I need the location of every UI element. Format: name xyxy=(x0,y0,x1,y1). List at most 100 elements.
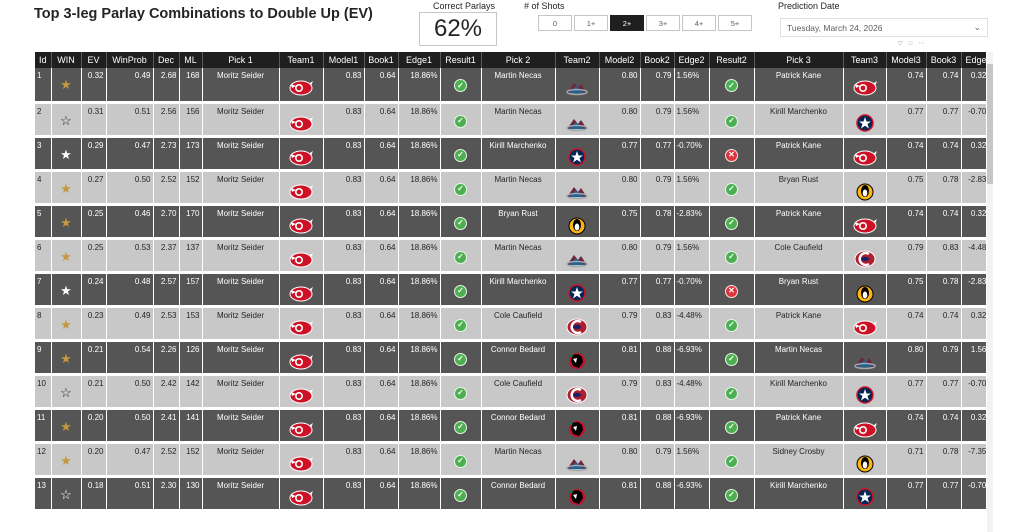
white-star-icon: ★ xyxy=(60,282,72,298)
column-header[interactable]: Edge1 xyxy=(398,52,441,68)
column-header[interactable]: Pick 1 xyxy=(202,52,280,68)
check-circle-icon: ✓ xyxy=(454,216,467,230)
ev-value: 0.31 xyxy=(81,102,107,138)
table-row[interactable]: 13 ☆ 0.18 0.51 2.30 130 Moritz Seider 0.83 0.64 1… xyxy=(35,476,986,512)
shots-option-button[interactable]: 2+ xyxy=(610,15,644,31)
ml-value: 156 xyxy=(179,102,203,138)
book3-value: 0.78 xyxy=(926,442,962,478)
team-logo-cell xyxy=(555,68,600,104)
win-cell: ☆ xyxy=(51,374,82,410)
shots-option-button[interactable]: 0 xyxy=(538,15,572,31)
check-circle-icon: ✓ xyxy=(725,352,738,366)
model3-value: 0.80 xyxy=(886,340,927,376)
column-header[interactable]: Book1 xyxy=(364,52,399,68)
red-wings-logo-icon xyxy=(282,453,321,473)
pick3-name: Patrick Kane xyxy=(754,408,844,444)
result-cell: ✓ xyxy=(440,476,482,512)
column-header[interactable]: Id xyxy=(35,52,52,68)
filter-icon[interactable]: ▽ xyxy=(898,41,909,47)
table-row[interactable]: 2 ☆ 0.31 0.51 2.56 156 Moritz Seider 0.83 0.64 18… xyxy=(35,102,986,138)
table-row[interactable]: 9 ★ 0.21 0.54 2.26 126 Moritz Seider 0.83 0.64 18… xyxy=(35,340,986,376)
team-logo-cell xyxy=(279,374,324,410)
ev-value: 0.24 xyxy=(81,272,107,308)
red-wings-logo-icon xyxy=(282,351,321,371)
column-header[interactable]: WinProb xyxy=(106,52,154,68)
model3-value: 0.77 xyxy=(886,102,927,138)
column-header[interactable]: Book3 xyxy=(926,52,962,68)
column-header[interactable]: Model1 xyxy=(323,52,365,68)
column-header[interactable]: Team1 xyxy=(279,52,324,68)
row-id: 9 xyxy=(35,340,52,376)
column-header[interactable]: Edge2 xyxy=(674,52,710,68)
column-header[interactable]: Team2 xyxy=(555,52,600,68)
edge2-value: 1.56% xyxy=(674,170,710,206)
column-header[interactable]: Model2 xyxy=(599,52,641,68)
column-header[interactable]: Edge3 xyxy=(961,52,986,68)
shots-option-button[interactable]: 1+ xyxy=(574,15,608,31)
winprob-value: 0.50 xyxy=(106,170,154,206)
outline-star-icon: ☆ xyxy=(60,486,72,502)
dec-value: 2.41 xyxy=(153,408,180,444)
blackhawks-logo-icon xyxy=(558,419,597,439)
blackhawks-logo-icon xyxy=(558,487,597,507)
shots-option-button[interactable]: 4+ xyxy=(682,15,716,31)
date-dropdown[interactable]: Tuesday, March 24, 2026 ⌄ xyxy=(780,18,988,37)
column-header[interactable]: EV xyxy=(81,52,107,68)
row-id: 10 xyxy=(35,374,52,410)
column-header[interactable]: WIN xyxy=(51,52,82,68)
pick1-name: Moritz Seider xyxy=(202,170,280,206)
table-row[interactable]: 5 ★ 0.25 0.46 2.70 170 Moritz Seider 0.83 0.64 18… xyxy=(35,204,986,240)
column-header[interactable]: Result2 xyxy=(709,52,755,68)
book2-value: 0.79 xyxy=(640,68,675,104)
scroll-thumb[interactable] xyxy=(987,64,993,184)
shots-option-button[interactable]: 5+ xyxy=(718,15,752,31)
ml-value: 152 xyxy=(179,170,203,206)
gold-star-icon: ★ xyxy=(60,350,72,366)
column-header[interactable]: ML xyxy=(179,52,203,68)
column-header[interactable]: Pick 3 xyxy=(754,52,844,68)
table-row[interactable]: 1 ★ 0.32 0.49 2.68 168 Moritz Seider 0.83 0.64 18… xyxy=(35,68,986,104)
column-header[interactable]: Model3 xyxy=(886,52,927,68)
model1-value: 0.83 xyxy=(323,476,365,512)
check-circle-icon: ✓ xyxy=(725,114,738,128)
table-row[interactable]: 7 ★ 0.24 0.48 2.57 157 Moritz Seider 0.83 0.64 18… xyxy=(35,272,986,308)
book3-value: 0.74 xyxy=(926,136,962,172)
book2-value: 0.77 xyxy=(640,136,675,172)
book1-value: 0.64 xyxy=(364,340,399,376)
table-row[interactable]: 4 ★ 0.27 0.50 2.52 152 Moritz Seider 0.83 0.64 18… xyxy=(35,170,986,206)
shots-option-button[interactable]: 3+ xyxy=(646,15,680,31)
model2-value: 0.80 xyxy=(599,102,641,138)
table-scrollbar[interactable] xyxy=(987,52,993,532)
edge2-value: 1.56% xyxy=(674,442,710,478)
winprob-value: 0.51 xyxy=(106,476,154,512)
red-wings-logo-icon xyxy=(846,147,884,167)
team-logo-cell xyxy=(843,102,887,138)
more-options-icon[interactable]: ⋯ xyxy=(918,41,931,47)
table-row[interactable]: 3 ★ 0.29 0.47 2.73 173 Moritz Seider 0.83 0.64 18… xyxy=(35,136,986,172)
book1-value: 0.64 xyxy=(364,476,399,512)
table-row[interactable]: 12 ★ 0.20 0.47 2.52 152 Moritz Seider 0.83 0.64 1… xyxy=(35,442,986,478)
edge3-value: -0.70% xyxy=(961,476,986,512)
column-header[interactable]: Book2 xyxy=(640,52,675,68)
check-circle-icon: ✓ xyxy=(725,182,738,196)
column-header[interactable]: Team3 xyxy=(843,52,887,68)
edge3-value: 0.32% xyxy=(961,136,986,172)
row-id: 2 xyxy=(35,102,52,138)
result-cell: ✓ xyxy=(440,442,482,478)
focus-icon[interactable]: □ xyxy=(908,41,919,47)
table-row[interactable]: 8 ★ 0.23 0.49 2.53 153 Moritz Seider 0.83 0.64 18… xyxy=(35,306,986,342)
check-circle-icon: ✓ xyxy=(725,79,738,92)
column-header[interactable]: Pick 2 xyxy=(481,52,556,68)
column-header[interactable]: Dec xyxy=(153,52,180,68)
outline-star-icon: ☆ xyxy=(60,112,72,128)
book3-value: 0.77 xyxy=(926,374,962,410)
win-cell: ★ xyxy=(51,306,82,342)
book1-value: 0.64 xyxy=(364,306,399,342)
team-logo-cell xyxy=(843,306,887,342)
column-header[interactable]: Result1 xyxy=(440,52,482,68)
table-row[interactable]: 6 ★ 0.25 0.53 2.37 137 Moritz Seider 0.83 0.64 18… xyxy=(35,238,986,274)
result-cell: ✓ xyxy=(709,238,755,274)
table-row[interactable]: 10 ☆ 0.21 0.50 2.42 142 Moritz Seider 0.83 0.64 1… xyxy=(35,374,986,410)
edge3-value: 0.32% xyxy=(961,306,986,342)
table-row[interactable]: 11 ★ 0.20 0.50 2.41 141 Moritz Seider 0.83 0.64 1… xyxy=(35,408,986,444)
